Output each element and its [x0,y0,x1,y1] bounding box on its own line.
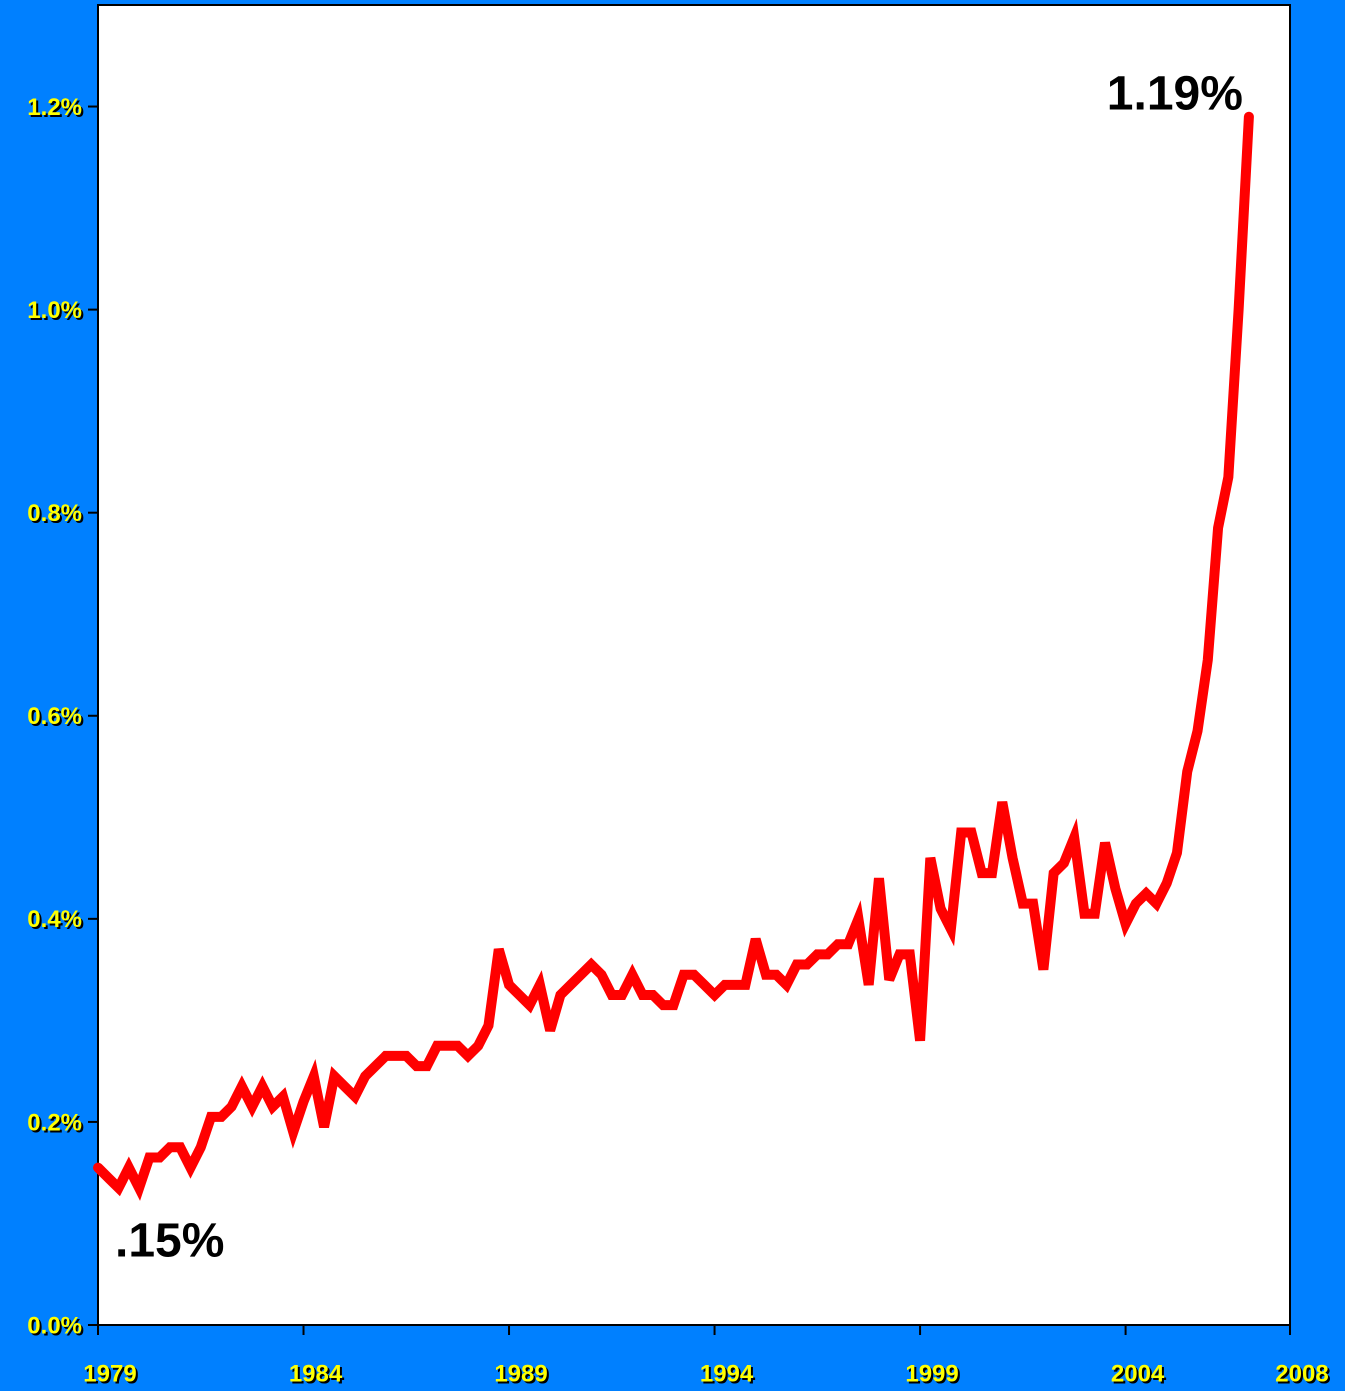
y-tick-label: 0.0% [27,1312,82,1339]
y-tick-label: 1.2% [27,94,82,121]
line [93,111,1254,1201]
annotation: .15% [115,1214,224,1267]
x-tick-label: 1989 [494,1360,547,1387]
plot-area [97,4,1291,1326]
y-tick-label: 0.4% [27,906,82,933]
y-tick-label: 0.8% [27,500,82,527]
x-tick-label: 1984 [289,1360,343,1387]
x-tick-label: 1979 [83,1360,136,1387]
x-tick-label: 1994 [700,1360,754,1387]
y-tick-label: 1.0% [27,297,82,324]
x-tick-label: 2004 [1111,1360,1165,1387]
y-tick-label: 0.2% [27,1109,82,1136]
x-tick-label: 2008 [1275,1360,1328,1387]
y-tick-label: 0.6% [27,703,82,730]
x-tick-label: 1999 [905,1360,958,1387]
annotation: 1.19% [1107,67,1243,120]
